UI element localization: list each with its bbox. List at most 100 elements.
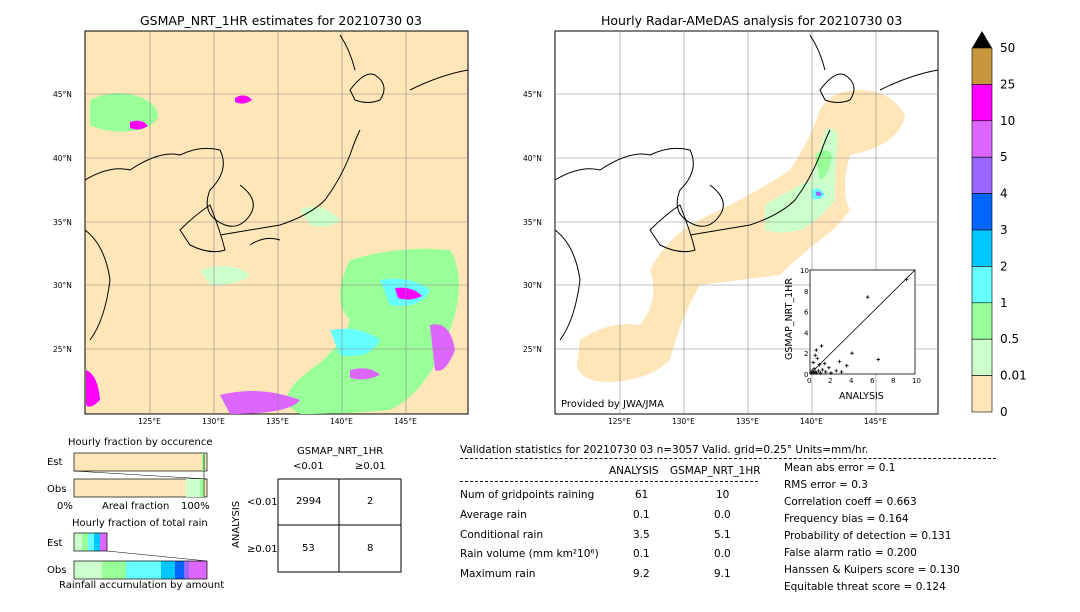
colorbar-label: 0.5 bbox=[1000, 332, 1019, 346]
scatter-point bbox=[811, 371, 815, 375]
scatter-point bbox=[876, 357, 881, 362]
colorbar-cell bbox=[971, 84, 993, 122]
score-line: False alarm ratio = 0.200 bbox=[784, 547, 917, 559]
svg-text:140°E: 140°E bbox=[330, 417, 353, 425]
svg-text:45°N: 45°N bbox=[53, 90, 72, 99]
score-line: Mean abs error = 0.1 bbox=[784, 462, 896, 474]
score-line: Equitable threat score = 0.124 bbox=[784, 581, 946, 593]
left-map-grid bbox=[85, 31, 468, 414]
scatter-xtick: 2 bbox=[828, 377, 832, 385]
scatter-inset: 00 2 2 4 4 6 6 8 8 10 10 ANALYSIS GSMAP_NRT_1HR bbox=[784, 267, 921, 402]
svg-text:40°N: 40°N bbox=[523, 154, 542, 163]
right-map-title: Hourly Radar-AMeDAS analysis for 2021073… bbox=[601, 13, 903, 28]
scatter-ytick: 4 bbox=[804, 329, 809, 337]
svg-text:145°E: 145°E bbox=[394, 417, 417, 425]
occurrence-axis-left: 0% bbox=[57, 501, 73, 512]
scatter-point bbox=[839, 370, 844, 374]
svg-text:135°E: 135°E bbox=[266, 417, 289, 425]
colorbar-label: 50 bbox=[1000, 41, 1015, 55]
svg-text:140°E: 140°E bbox=[800, 417, 823, 425]
validation-row-gsmap: 0.0 bbox=[714, 548, 731, 560]
occurrence-est-bar bbox=[73, 452, 208, 472]
contingency-cell-10: 53 bbox=[302, 543, 315, 554]
svg-text:135°E: 135°E bbox=[736, 417, 759, 425]
occurrence-obs-bar bbox=[73, 478, 208, 498]
colorbar-label: 1 bbox=[1000, 296, 1008, 310]
scatter-point bbox=[823, 370, 828, 374]
total-obs-bar bbox=[73, 560, 208, 580]
scatter-point bbox=[813, 353, 818, 358]
total-bars bbox=[73, 532, 208, 580]
colorbar-cell bbox=[971, 120, 993, 158]
scatter-ytick: 2 bbox=[804, 350, 808, 358]
occurrence-obs-label: Obs bbox=[47, 484, 67, 495]
contingency-col-1: ≥0.01 bbox=[355, 461, 386, 472]
contingency-cell-00: 2994 bbox=[296, 496, 322, 507]
colorbar-label: 5 bbox=[1000, 150, 1008, 164]
scatter-point bbox=[817, 362, 822, 367]
validation-row-gsmap: 10 bbox=[716, 489, 730, 501]
validation-col-analysis: ANALYSIS bbox=[609, 465, 659, 477]
score-line: Correlation coeff = 0.663 bbox=[784, 496, 917, 508]
scatter-xtick: 6 bbox=[870, 377, 875, 385]
colorbar-cell bbox=[971, 375, 993, 413]
validation-row-analysis: 0.1 bbox=[633, 548, 650, 560]
scatter-ytick: 8 bbox=[804, 288, 808, 296]
scatter-point bbox=[827, 365, 831, 370]
svg-text:45°N: 45°N bbox=[523, 90, 542, 99]
total-obs-label: Obs bbox=[47, 565, 67, 576]
colorbar-label: 0.01 bbox=[1000, 369, 1026, 383]
validation-row-analysis: 9.2 bbox=[633, 568, 650, 580]
colorbar-cell bbox=[971, 229, 993, 267]
scatter-xtick: 0 bbox=[807, 377, 811, 385]
scatter-point bbox=[814, 348, 819, 352]
scatter-point bbox=[904, 277, 909, 282]
validation-row-label: Average rain bbox=[460, 509, 527, 521]
scatter-point bbox=[816, 369, 821, 373]
scatter-diagonal bbox=[809, 269, 916, 375]
validation-row-analysis: 61 bbox=[635, 489, 649, 501]
total-est-bar bbox=[73, 532, 108, 552]
scatter-ytick: 6 bbox=[804, 309, 809, 317]
scatter-point bbox=[811, 360, 815, 365]
occurrence-obs-mid bbox=[200, 479, 204, 497]
left-map-title: GSMAP_NRT_1HR estimates for 20210730 03 bbox=[140, 13, 422, 28]
occurrence-est-label: Est bbox=[47, 457, 63, 468]
scatter-ylabel: GSMAP_NRT_1HR bbox=[784, 278, 795, 360]
colorbar-label: 4 bbox=[1000, 187, 1008, 201]
colorbar-label: 0 bbox=[1000, 405, 1008, 419]
colorbar-cell bbox=[971, 266, 993, 304]
validation-row-label: Conditional rain bbox=[460, 529, 544, 541]
occurrence-axis-right: 100% bbox=[181, 501, 210, 512]
scatter-point bbox=[865, 295, 870, 299]
scatter-point bbox=[819, 344, 824, 348]
right-map: 45°N 40°N 35°N 30°N 25°N 125°E 130°E 135… bbox=[523, 30, 939, 425]
validation-row-gsmap: 9.1 bbox=[714, 568, 731, 580]
colorbar-extend-arrow bbox=[972, 31, 992, 48]
svg-text:30°N: 30°N bbox=[523, 281, 542, 290]
contingency-row-1: ≥0.01 bbox=[247, 544, 278, 555]
scatter-point bbox=[820, 368, 825, 372]
scatter-ytick: 10 bbox=[800, 267, 809, 275]
right-map-axis-labels: 45°N 40°N 35°N 30°N 25°N 125°E 130°E 135… bbox=[523, 90, 887, 425]
svg-text:35°N: 35°N bbox=[523, 218, 542, 227]
scatter-point bbox=[818, 371, 823, 375]
contingency-grid bbox=[277, 478, 402, 573]
validation-row-label: Rain volume (mm km²10⁶) bbox=[460, 548, 599, 560]
scatter-xlabel: ANALYSIS bbox=[839, 391, 884, 402]
svg-text:125°E: 125°E bbox=[138, 417, 161, 425]
left-map: 45°N 40°N 35°N 30°N 25°N 125°E 130°E 135… bbox=[53, 30, 469, 425]
scatter-point bbox=[822, 361, 827, 366]
svg-text:130°E: 130°E bbox=[202, 417, 225, 425]
total-footer: Rainfall accumulation by amount bbox=[59, 580, 225, 591]
score-line: Hanssen & Kuipers score = 0.130 bbox=[784, 564, 960, 576]
validation-row-analysis: 0.1 bbox=[633, 509, 650, 521]
left-rain-patches bbox=[86, 92, 459, 414]
svg-text:145°E: 145°E bbox=[864, 417, 887, 425]
svg-text:25°N: 25°N bbox=[53, 345, 72, 354]
svg-text:30°N: 30°N bbox=[53, 281, 72, 290]
colorbar-cell bbox=[971, 156, 993, 194]
occurrence-title: Hourly fraction by occurence bbox=[68, 437, 213, 448]
total-est-label: Est bbox=[47, 538, 63, 549]
colorbar-cell bbox=[971, 338, 993, 376]
